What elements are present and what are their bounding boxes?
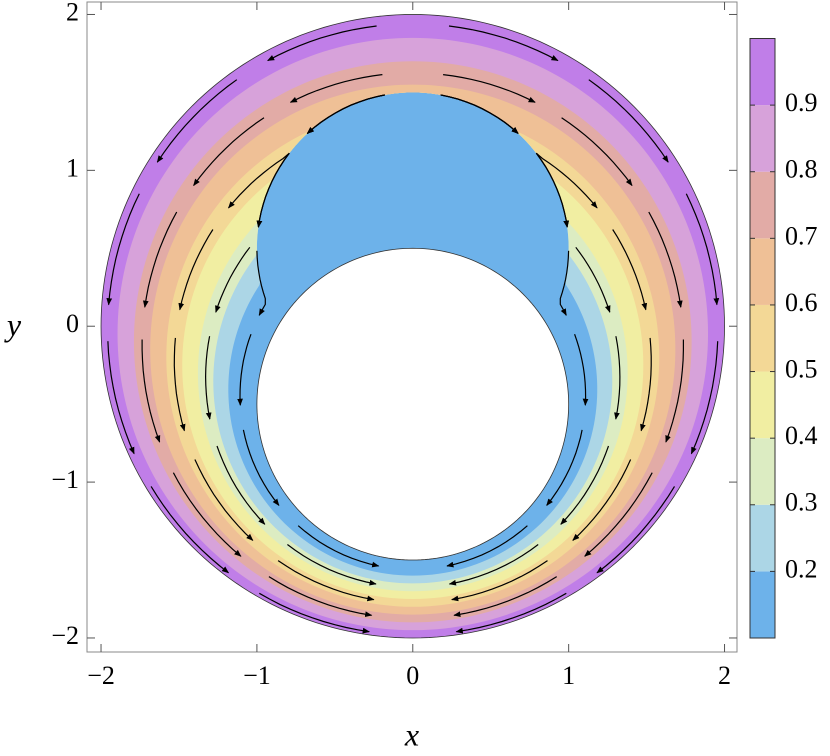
streamline [141,339,161,443]
streamline [277,560,375,602]
colorbar-tick-label: 0.6 [785,288,818,317]
streamline [259,592,370,634]
streamline [106,193,140,306]
colorbar-segment [750,438,775,505]
colorbar-tick-label: 0.7 [785,221,818,250]
outer-boundary [100,14,725,639]
streamline [256,152,290,228]
streamline [150,486,230,574]
streamline [448,25,559,62]
contour-band [101,14,725,638]
y-axis-label: y [4,306,22,342]
y-tick-label: −1 [51,465,79,494]
streamline [156,79,238,163]
x-tick-label: −2 [87,661,115,690]
streamline [640,337,652,432]
streamline [256,250,266,316]
colorbar-tick-label: 0.4 [785,421,818,450]
streamline [297,525,380,568]
streamline [453,576,558,618]
streamline [142,211,178,308]
streamline [588,79,669,163]
plot-area [100,14,725,639]
colorbar-segment [750,304,775,372]
streamline [107,341,135,455]
streamline [440,94,519,134]
streamline [237,333,252,406]
colorbar-tick-label: 0.5 [785,355,818,384]
inner-boundary [256,247,570,561]
streamline [561,117,633,187]
streamline [172,472,242,557]
streamline [173,337,186,432]
y-tick-label: 2 [66,0,79,26]
streamline [546,429,583,506]
colorbar-tick-label: 0.3 [785,488,818,517]
y-tick-label: 1 [66,153,79,182]
streamline [204,336,212,420]
colorbar-tick-label: 0.8 [785,155,818,184]
streamline [455,592,567,634]
streamline [289,74,383,103]
streamline [559,250,570,316]
x-axis-label: x [404,716,419,751]
streamline [535,152,598,209]
streamline [584,472,653,557]
streamline [575,246,611,313]
colorbar-segment [750,171,775,239]
streamline [574,334,589,406]
streamline [596,486,676,574]
streamline [215,246,251,313]
streamline [306,94,386,134]
streamline [242,429,280,506]
x-tick-label: −1 [243,661,271,690]
x-tick-label: 0 [406,661,419,690]
streamline [448,544,539,586]
x-tick-label: 1 [562,661,575,690]
streamline [178,229,214,311]
streamline [535,152,570,228]
streamline [267,25,377,62]
streamline [665,339,684,443]
streamline [451,560,548,602]
x-tick-label: 2 [718,661,731,690]
colorbar-segment [750,571,775,638]
streamline [560,445,610,525]
streamline [648,211,683,308]
streamline [193,117,265,187]
colorbar-segment [750,371,775,439]
y-tick-label: −2 [51,621,79,650]
streamline [287,544,377,586]
streamline [446,525,528,568]
frame [86,1,738,653]
streamline [612,229,648,311]
colorbar-frame [749,38,776,639]
streamline [685,193,720,306]
streamline [614,336,621,420]
streamline [443,74,536,103]
streamline [194,459,254,541]
streamline [216,445,266,525]
colorbar-tick-label: 0.2 [785,554,818,583]
streamline [690,341,719,455]
colorbar-segment [750,38,775,106]
colorbar-segment [750,238,775,305]
colorbar-tick-label: 0.9 [785,88,818,117]
streamline [228,152,290,209]
streamline [572,459,632,541]
colorbar-segment [750,504,775,572]
colorbar-segment [750,105,775,172]
y-tick-label: 0 [66,309,79,338]
streamline [268,576,373,618]
